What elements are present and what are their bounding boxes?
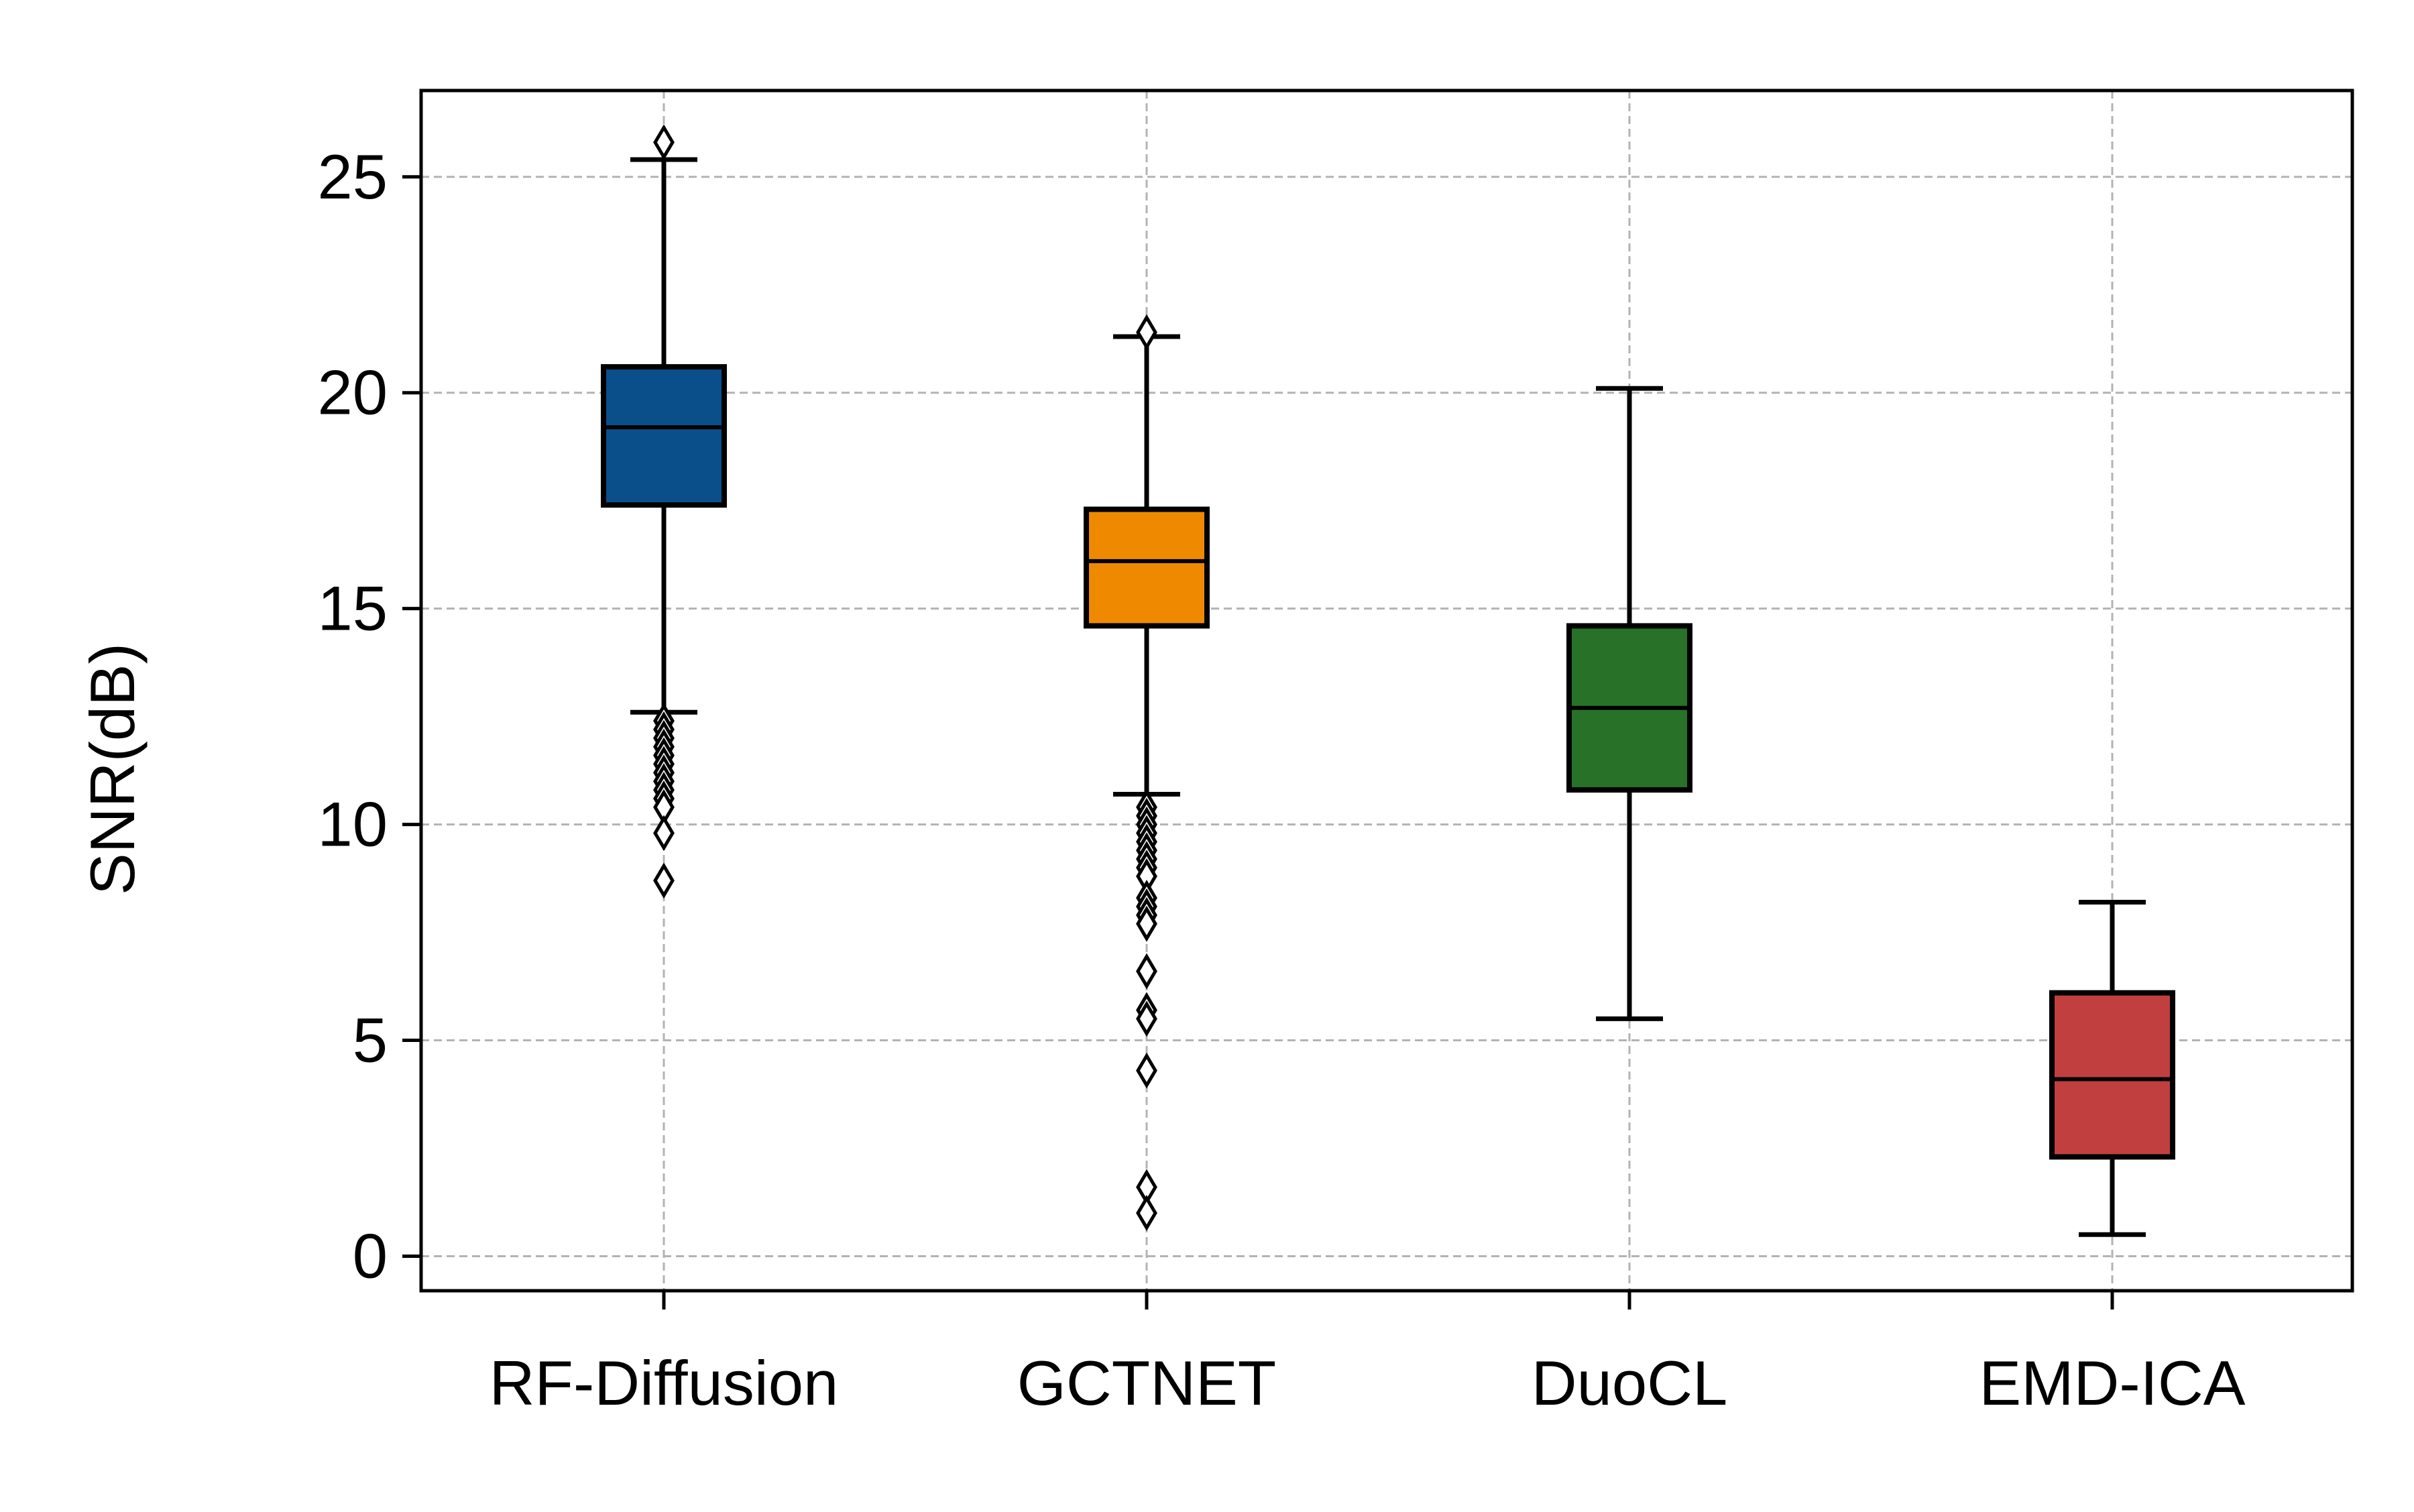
box-group	[1084, 314, 1210, 1232]
iqr-box	[2049, 990, 2175, 1160]
y-axis-label: SNR(dB)	[77, 643, 148, 895]
y-tick-label: 20	[317, 357, 388, 428]
iqr-box	[1084, 506, 1210, 629]
y-tick-label: 15	[317, 573, 388, 644]
outlier-point	[653, 862, 675, 899]
outlier-point	[1136, 1052, 1157, 1089]
y-tick-label: 10	[317, 789, 388, 860]
x-tick-label: EMD-ICA	[1979, 1348, 2246, 1418]
plot-frame	[419, 89, 2354, 1293]
outlier-point	[1136, 905, 1157, 942]
outlier-point	[653, 124, 675, 161]
box-group	[601, 124, 727, 899]
outlier-point	[1136, 1195, 1157, 1232]
box-group	[1566, 386, 1692, 1021]
iqr-box	[601, 364, 727, 508]
y-tick-label: 5	[353, 1005, 388, 1075]
x-tick-label: GCTNET	[1017, 1348, 1276, 1418]
box-group	[2049, 900, 2175, 1237]
y-tick-label: 0	[353, 1220, 388, 1291]
x-tick-label: DuoCL	[1532, 1348, 1728, 1418]
box-series	[601, 124, 2175, 1237]
outlier-point	[1136, 953, 1157, 990]
y-tick-label: 25	[317, 141, 388, 212]
outlier-point	[1136, 314, 1157, 351]
outlier-point	[1136, 1000, 1157, 1037]
x-tick-label: RF-Diffusion	[490, 1348, 839, 1418]
outlier-point	[653, 815, 675, 852]
axes: 0 5 10 15 20 25 RF-Diffusion GCTNET DuoCL EMD-ICA	[317, 141, 2245, 1418]
